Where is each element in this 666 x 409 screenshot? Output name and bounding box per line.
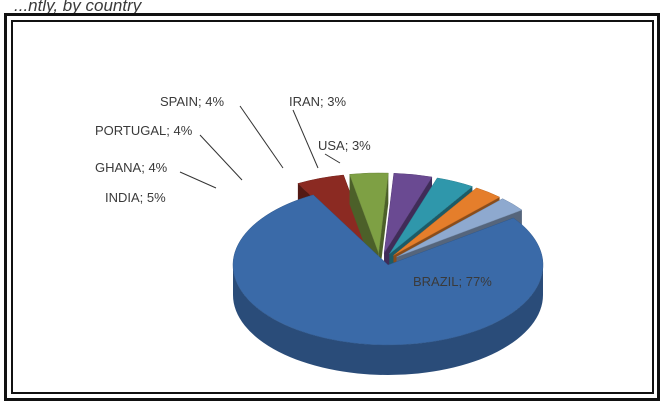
- page-header-fragment: ...ntly, by country: [14, 0, 142, 15]
- data-label-portugal: PORTUGAL; 4%: [95, 123, 193, 138]
- leader-line-usa: [324, 153, 341, 164]
- data-label-usa: USA; 3%: [318, 138, 371, 153]
- data-label-spain: SPAIN; 4%: [160, 94, 225, 109]
- data-label-brazil: BRAZIL; 77%: [413, 274, 492, 289]
- leader-line-portugal: [199, 134, 243, 181]
- data-label-india: INDIA; 5%: [105, 190, 166, 205]
- inner-frame: [11, 20, 654, 394]
- leader-line-spain: [239, 105, 284, 169]
- leader-line-ghana: [179, 171, 217, 189]
- leader-line-iran: [292, 109, 319, 169]
- slice-brazil: [232, 194, 544, 375]
- data-label-ghana: GHANA; 4%: [95, 160, 168, 175]
- data-label-iran: IRAN; 3%: [289, 94, 347, 109]
- outer-frame: [4, 13, 660, 401]
